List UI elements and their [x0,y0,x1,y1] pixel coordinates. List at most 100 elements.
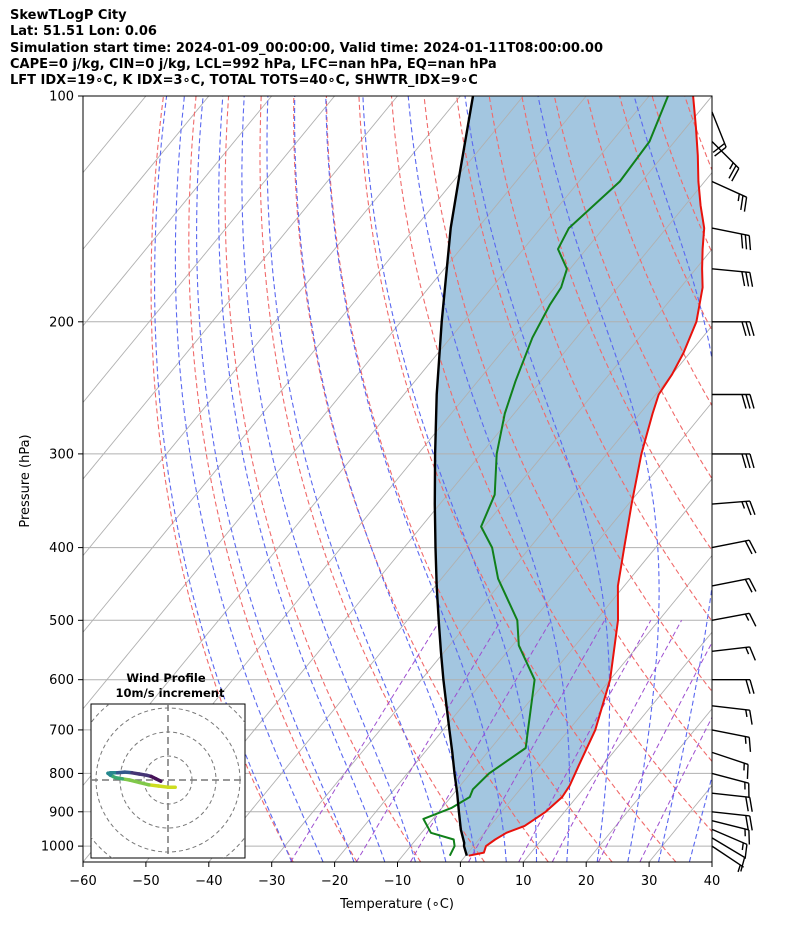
isotherm-line [208,248,712,862]
y-tick-label: 200 [49,315,74,330]
moist-adiabat [174,96,324,862]
x-tick-label: −30 [258,874,285,889]
mixing-ratio-line [409,620,552,862]
wind-barb [711,820,751,845]
dry-adiabat [521,96,712,552]
wind-barb-feather [748,578,757,592]
hodograph-trace [154,777,163,783]
y-tick-label: 500 [49,614,74,629]
wind-barb-staff [711,772,749,784]
isotherm-line [271,325,712,862]
wind-barb [711,837,746,872]
moist-adiabat [241,96,416,862]
mixing-ratio-lines [290,620,712,862]
x-tick-label: 20 [578,874,595,889]
wind-barb [711,539,757,555]
wind-barb-feather [741,321,747,336]
wind-barb [711,845,745,873]
wind-barb-feather [744,234,748,250]
wind-barb [711,227,752,251]
wind-barb-staff [711,500,750,505]
y-axis-label: Pressure (hPa) [18,434,33,527]
wind-barb-feather [743,197,748,212]
x-tick-label: −20 [321,874,348,889]
wind-barb [711,111,727,157]
wind-barb-feather [745,679,751,694]
wind-barb-feather [745,709,748,718]
wind-barb [711,612,757,627]
wind-barb [712,393,755,409]
x-tick-label: −60 [69,874,96,889]
wind-barb-feather [746,764,749,779]
wind-barb-feather [741,394,747,409]
y-tick-label: 800 [49,767,74,782]
wind-barb-feather [748,612,757,627]
wind-barb-feather [744,736,747,744]
isotherm-line [83,96,84,97]
parcel-line [433,96,475,857]
wind-barb-feather [749,646,756,661]
wind-barb-staff [711,705,750,711]
mixing-ratio-line [597,641,712,862]
moist-adiabat [407,96,571,862]
wind-barb [711,828,748,859]
mixing-ratio-line [468,620,606,862]
location-text: Lat: 51.51 Lon: 0.06 [10,24,157,40]
wind-barb [711,729,752,752]
moist-adiabat [154,96,293,862]
wind-barb-feather [740,195,744,211]
wind-barb [711,751,749,779]
wind-barb-feather [741,501,746,509]
wind-barb-staff [711,845,745,868]
isotherm-line [83,96,210,250]
time-text: Simulation start time: 2024-01-09_00:00:… [10,40,603,56]
hodograph-plot [91,704,245,858]
dry-adiabat [750,96,794,862]
x-tick-label: −40 [195,874,222,889]
wind-barb [711,646,756,661]
title-block: SkewTLogP City Lat: 51.51 Lon: 0.06 Simu… [10,8,603,89]
wind-barb-feather [728,165,737,179]
moist-adiabat [218,96,386,862]
wind-barbs [711,111,757,873]
index-text: LFT IDX=19∘C, K IDX=3∘C, TOTAL TOTS=40∘C… [10,73,478,89]
wind-barb-feather [745,796,749,812]
moist-adiabat [362,96,538,862]
wind-barb-staff [711,646,750,653]
isotherm-line [397,478,712,862]
cape-fill [434,96,704,856]
isotherm-line [145,171,712,862]
dewpoint-line [422,96,669,857]
wind-barb [711,792,753,812]
hodograph-title: Wind Profile [126,671,206,685]
wind-barb-feather [712,142,726,153]
wind-barb-feather [745,453,751,469]
wind-barb-feather [744,540,753,555]
wind-barb-feather [749,815,753,831]
wind-barb-staff [711,180,747,198]
wind-barb-feather [748,737,752,752]
wind-barb [712,678,755,694]
wind-barb-feather [749,272,754,287]
wind-barb-feather [745,394,751,409]
wind-barb-feather [748,539,757,554]
wind-barb-feather [745,321,751,336]
wind-barb-feather [749,453,755,469]
x-tick-label: 30 [641,874,658,889]
wind-barb-staff [711,612,750,621]
wind-barb-feather [741,842,744,851]
moist-adiabat [266,96,447,862]
wind-barb-feather [745,647,750,655]
x-tick-label: −50 [132,874,159,889]
wind-barb-feather [749,679,755,694]
dry-adiabat [553,96,712,480]
x-tick-label: 10 [515,874,532,889]
wind-barb-feather [729,162,734,170]
wind-barb-staff [711,141,740,169]
wind-barb [712,453,755,469]
wind-barb-staff [711,577,750,587]
wind-barb [711,772,750,798]
isotherm-line [522,631,712,862]
wind-barb-staff [711,828,748,846]
y-tick-label: 900 [49,805,74,820]
